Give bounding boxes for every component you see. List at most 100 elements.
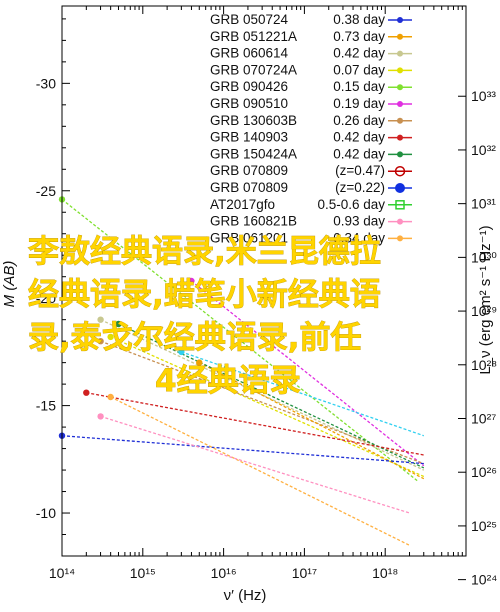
legend-label: AT2017gfo [210,197,275,212]
y2-tick-label: 10²⁶ [471,464,497,480]
legend-marker [397,101,403,107]
y2-tick-label: 10²⁹ [471,303,497,319]
y2-axis-label: L_ν (erg cm² s⁻¹ Hz⁻¹) [477,225,494,374]
legend-entry-10: GRB 070809 (z=0.22) [210,180,412,195]
legend-entry-8: GRB 150424A 0.42 day [210,146,412,161]
legend-value: (z=0.22) [335,180,385,195]
y2-tick-label: 10²⁸ [471,357,497,373]
series-line-5 [181,351,425,437]
overlay-line-4: 4经典语录 [155,363,301,399]
legend-label: GRB 140903 [210,130,288,145]
legend-marker [397,117,403,124]
y2-tick-label: 10²⁷ [471,411,496,427]
y-tick-label: -10 [36,505,56,521]
legend-label: GRB 130603B [210,113,297,128]
overlay-line-3: 录,泰戈尔经典语录,前任 [28,320,362,356]
series-line-6 [199,362,425,480]
legend-label: GRB 160821B [210,214,297,229]
series-line-1 [190,280,425,467]
axis-ticks: 10¹⁴ 10¹⁵ 10¹⁶ 10¹⁷ 10¹⁸ -30 -25 -20 -15 -10 10³³ 1… [36,6,497,588]
y-axis-label: M (AB) [1,261,18,308]
series-line-8 [86,392,424,456]
legend-entry-13: GRB 061201 0.34 day [210,230,412,245]
y2-tick-label: 10²⁵ [471,518,497,534]
x-tick-label: 10¹⁸ [372,565,398,581]
legend-entry-4: GRB 090426 0.15 day [210,79,412,94]
legend-value: 0.38 day [333,12,385,27]
y-tick-label: -15 [36,398,56,414]
legend-entry-3: GRB 070724A 0.07 day [210,62,412,77]
legend-entry-12: GRB 160821B 0.93 day [210,214,412,229]
series-line-3 [110,336,425,478]
x-tick-label: 10¹⁴ [49,565,75,581]
legend-entry-2: GRB 060614 0.42 day [210,46,412,61]
legend-entry-6: GRB 130603B 0.26 day [210,113,412,128]
legend-marker [397,17,403,23]
series-line-7 [118,323,425,469]
plot-frame [61,5,467,557]
series-point-5 [178,348,185,356]
legend-marker [397,218,403,225]
legend-value: 0.15 day [333,79,385,94]
series-point-11 [97,413,104,420]
legend-value: 0.93 day [333,214,385,229]
legend-value: 0.42 day [333,46,385,61]
series-point-10 [107,393,114,401]
series-lines [61,198,425,546]
series-point-1 [188,277,195,285]
legend-value: 0.26 day [333,113,385,128]
legend-label: GRB 150424A [210,146,297,161]
y2-tick-label: 10³³ [471,88,496,104]
legend-value: 0.42 day [333,130,385,145]
legend-label: GRB 051221A [210,29,297,44]
overlay-line-1: 李敖经典语录,米兰昆德拉 [28,234,381,270]
legend-entry-0: GRB 050724 0.38 day [210,12,412,27]
legend-marker [395,200,405,210]
legend-marker [397,134,403,141]
series-line-11 [100,415,410,514]
legend-marker [395,183,405,193]
data-markers [58,196,203,439]
series-line-2 [100,319,425,471]
y2-tick-label: 10³² [471,142,496,158]
legend-value: 0.19 day [333,96,385,111]
legend-label: GRB 061201 [210,230,288,245]
series-line-9 [61,435,424,465]
y2-tick-label: 10²⁴ [471,572,497,588]
x-tick-label: 10¹⁶ [211,565,237,581]
y-tick-label: -30 [36,75,56,91]
series-point-8 [83,389,90,396]
series-point-6 [196,359,203,366]
overlay-line-2: 经典语录,蜡笔小新经典语 [28,277,381,313]
legend-value: 0.73 day [333,29,385,44]
legend-marker [394,165,406,177]
y-tick-label: -20 [36,290,56,306]
legend-label: GRB 070809 [210,180,288,195]
legend-value: 0.34 day [333,230,385,245]
series-point-4 [97,338,104,345]
legend-label: GRB 090510 [210,96,288,111]
legend-entry-1: GRB 051221A 0.73 day [210,29,412,44]
legend-marker [397,33,403,40]
y2-tick-label: 10³⁰ [471,249,497,265]
y-tick-label: -25 [36,183,56,199]
legend-label: GRB 050724 [210,12,289,27]
legend-label: GRB 070809 [210,163,288,178]
legend-entry-5: GRB 090510 0.19 day [210,96,412,111]
legend-marker [397,84,403,91]
x-axis-label: ν′ (Hz) [224,587,267,604]
series-line-10 [110,396,410,546]
x-tick-label: 10¹⁵ [130,565,156,581]
legend-entry-7: GRB 140903 0.42 day [210,130,412,145]
legend-value: 0.07 day [333,62,385,77]
overlay-watermark-text: 李敖经典语录,米兰昆德拉 经典语录,蜡笔小新经典语 录,泰戈尔经典语录,前任 4… [28,234,381,400]
legend-value: (z=0.47) [335,163,385,178]
legend-value: 0.42 day [333,146,385,161]
legend-label: GRB 090426 [210,79,288,94]
legend-label: GRB 060614 [210,46,289,61]
legend-entry-9: GRB 070809 (z=0.47) [210,163,412,178]
legend-marker [397,151,403,158]
legend-entry-11: AT2017gfo 0.5-0.6 day [210,197,412,212]
